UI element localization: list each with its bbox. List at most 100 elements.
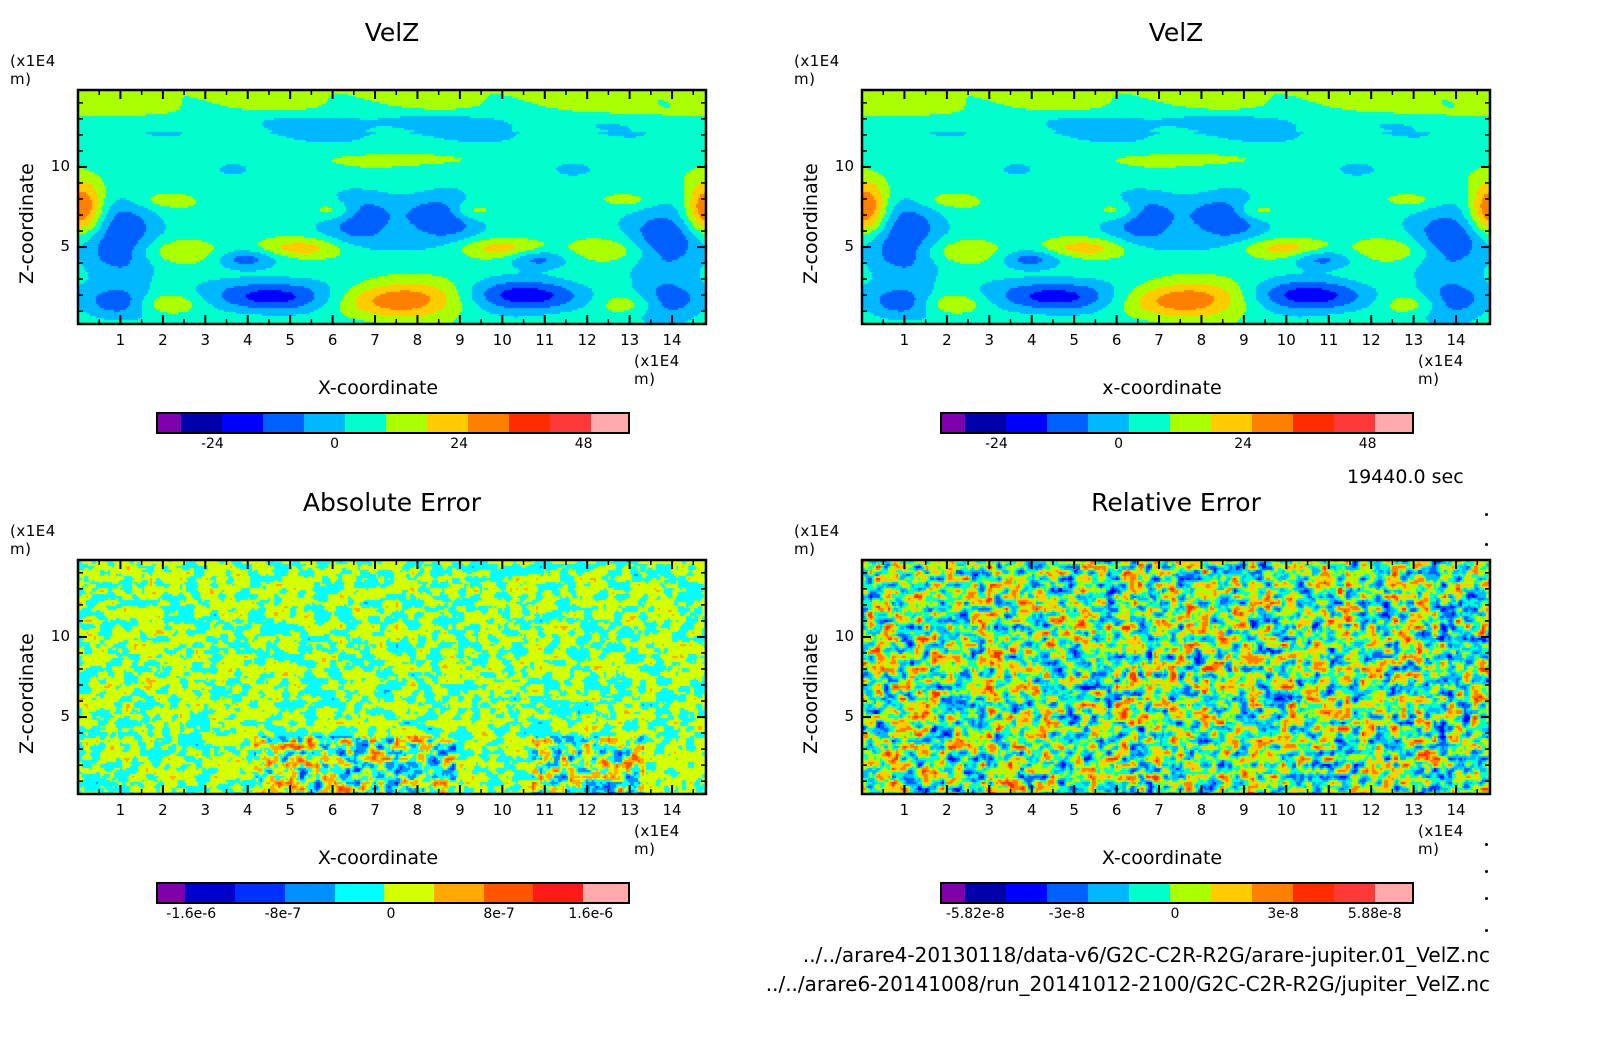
colorbar-tick-label: 1.6e-6 — [568, 906, 614, 922]
x-tick-label: 6 — [1111, 331, 1122, 349]
heatmap-field — [862, 90, 1490, 324]
plot-border — [76, 88, 708, 326]
colorbar-swatch — [1375, 414, 1412, 432]
x-tick-label: 7 — [370, 801, 380, 819]
plot-frame — [76, 88, 708, 326]
x-tick-label: 8 — [412, 801, 423, 819]
colorbar-tick-label: 0 — [330, 436, 340, 452]
plot-frame — [860, 88, 1492, 326]
x-tick-label: 11 — [535, 331, 555, 349]
colorbar-swatch — [262, 414, 304, 432]
colorbar-swatch — [942, 414, 965, 432]
heatmap-field — [78, 90, 706, 324]
x-tick-label: 5 — [285, 331, 295, 349]
y-tick-label: 10 — [50, 626, 70, 645]
x-tick-label: 2 — [942, 331, 952, 349]
file-path-1: ../../arare4-20130118/data-v6/G2C-C2R-R2… — [802, 943, 1490, 967]
x-tick-label: 10 — [492, 331, 512, 349]
x-tick-label: 6 — [327, 331, 338, 349]
colorbar-tick-label: -24 — [984, 436, 1008, 452]
x-tick-label: 9 — [1239, 331, 1249, 349]
x-tick-label: 3 — [200, 801, 211, 819]
x-tick-label: 13 — [1404, 331, 1424, 349]
y-tick-label: 5 — [844, 707, 854, 726]
colorbar-swatch — [1333, 884, 1376, 902]
plot-frame — [860, 558, 1492, 796]
colorbar-swatch — [1005, 414, 1047, 432]
colorbar-swatch — [1169, 414, 1211, 432]
colorbar-swatch — [1169, 884, 1211, 902]
x-tick-label: 13 — [620, 331, 640, 349]
x-tick-label: 4 — [1026, 331, 1037, 349]
x-tick-label: 6 — [327, 801, 338, 819]
x-tick-label: 12 — [577, 801, 597, 819]
x-tick-label: 12 — [577, 331, 597, 349]
colorbar-swatch — [1292, 884, 1334, 902]
y-axis-label: Z-coordinate — [800, 633, 822, 754]
x-tick-label: 1 — [115, 331, 126, 349]
panel-title: VelZ — [1148, 18, 1204, 47]
colorbar-swatch — [235, 884, 285, 902]
colorbar — [940, 882, 1414, 904]
colorbar-swatch — [303, 414, 345, 432]
colorbar-swatch — [1087, 884, 1129, 902]
marker-dot — [1485, 870, 1488, 873]
colorbar-swatch — [1333, 414, 1376, 432]
x-tick-label: 5 — [1069, 331, 1079, 349]
colorbar-swatch — [1375, 884, 1412, 902]
colorbar-tick-label: 8e-7 — [483, 906, 515, 922]
colorbar-swatch — [344, 414, 386, 432]
panel-title: VelZ — [364, 18, 420, 47]
colorbar-swatch — [467, 414, 509, 432]
x-tick-label: 6 — [1111, 801, 1122, 819]
time-label: 19440.0 sec — [1347, 466, 1464, 488]
x-tick-label: 14 — [1446, 801, 1466, 819]
x-tick-label: 1 — [899, 331, 910, 349]
x-tick-label: 7 — [370, 331, 380, 349]
colorbar-tick-label: -1.6e-6 — [166, 906, 217, 922]
marker-dot — [1485, 929, 1488, 932]
x-tick-label: 14 — [662, 801, 682, 819]
x-tick-label: 13 — [620, 801, 640, 819]
colorbar-swatch — [1292, 414, 1334, 432]
file-path-2: ../../arare6-20141008/run_20141012-2100/… — [765, 972, 1490, 996]
colorbar-swatch — [180, 414, 222, 432]
colorbar — [940, 412, 1414, 434]
y-tick-label: 5 — [60, 237, 70, 256]
colorbar-swatch — [334, 884, 385, 902]
colorbar-swatch — [158, 884, 186, 902]
plot-frame — [76, 558, 708, 796]
colorbar-tick-label: -3e-8 — [1048, 906, 1086, 922]
x-tick-label: 5 — [285, 801, 295, 819]
x-tick-label: 9 — [455, 331, 465, 349]
colorbar-swatch — [533, 884, 584, 902]
colorbar — [156, 882, 630, 904]
x-tick-label: 11 — [535, 801, 555, 819]
x-tick-label: 11 — [1319, 331, 1339, 349]
colorbar-swatch — [426, 414, 468, 432]
colorbar-swatch — [1046, 414, 1088, 432]
x-axis-label: X-coordinate — [317, 847, 439, 869]
colorbar-swatch — [483, 884, 534, 902]
colorbar-swatch — [964, 414, 1006, 432]
x-tick-label: 3 — [984, 801, 995, 819]
plot-border — [860, 88, 1492, 326]
colorbar-swatch — [1005, 884, 1047, 902]
x-tick-label: 8 — [1196, 331, 1207, 349]
colorbar-swatch — [1251, 884, 1293, 902]
x-axis-label: x-coordinate — [1102, 377, 1222, 399]
x-tick-label: 4 — [1026, 801, 1037, 819]
x-tick-label: 1 — [899, 801, 910, 819]
y-axis-label: Z-coordinate — [800, 163, 822, 284]
y-axis-label: Z-coordinate — [16, 633, 38, 754]
x-tick-label: 13 — [1404, 801, 1424, 819]
x-tick-label: 8 — [1196, 801, 1207, 819]
x-axis-label: X-coordinate — [317, 377, 439, 399]
x-tick-label: 12 — [1361, 331, 1381, 349]
colorbar-tick-label: 5.88e-8 — [1347, 906, 1402, 922]
colorbar-swatch — [1210, 884, 1252, 902]
colorbar-swatch — [964, 884, 1006, 902]
colorbar-tick-label: -5.82e-8 — [945, 906, 1005, 922]
colorbar-swatch — [434, 884, 484, 902]
y-unit-label: (x1E4 m) — [794, 52, 840, 88]
